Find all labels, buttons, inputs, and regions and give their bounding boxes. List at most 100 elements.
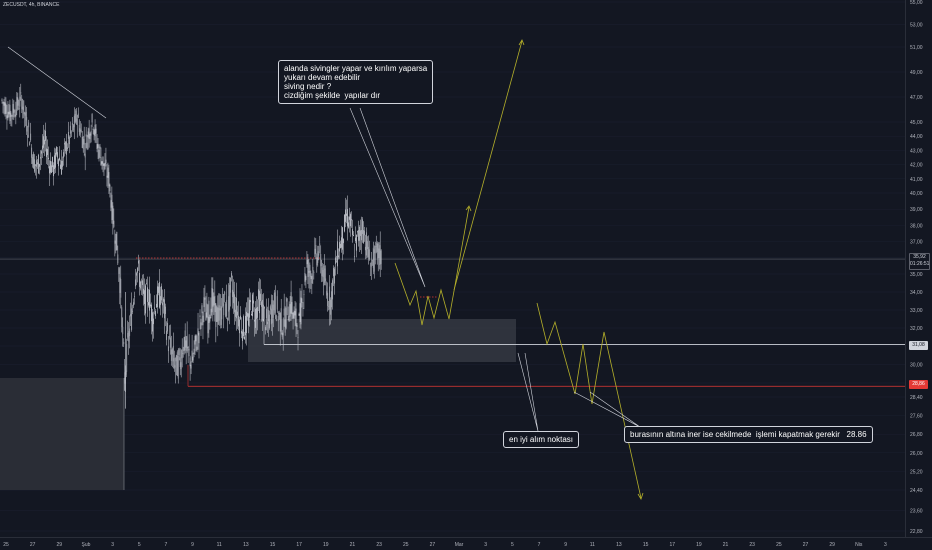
candle-body	[315, 244, 317, 254]
candle-body	[12, 104, 14, 117]
candle-body	[186, 336, 188, 351]
swing-annotation[interactable]: alanda sivingler yapar ve kırılım yapars…	[278, 60, 434, 104]
candle-body	[274, 292, 276, 313]
candle-body	[298, 314, 300, 316]
x-tick-label: 13	[243, 542, 249, 548]
candle-body	[317, 251, 319, 263]
x-tick-label: 7	[538, 542, 541, 548]
candle-body	[334, 268, 335, 284]
candle-body	[115, 233, 117, 251]
candle-body	[238, 315, 239, 327]
candle-body	[182, 353, 184, 354]
candle-body	[329, 286, 331, 310]
candle-body	[322, 270, 324, 278]
candle-body	[257, 306, 258, 318]
candle-body	[57, 152, 58, 158]
candle-body	[101, 161, 103, 164]
candle-body	[259, 290, 260, 314]
candle-body	[93, 130, 95, 136]
candle-body	[119, 277, 121, 293]
candle-body	[56, 147, 57, 155]
candle-body	[264, 306, 265, 309]
candle-body	[112, 205, 114, 225]
candle-body	[59, 157, 60, 160]
candle-body	[220, 306, 222, 325]
candle-body	[309, 264, 311, 277]
candle-body	[251, 314, 252, 316]
candle-body	[154, 307, 155, 309]
candle-body	[230, 277, 232, 293]
projection-arrowhead	[637, 492, 644, 500]
candle-body	[156, 303, 157, 308]
candle-body	[358, 230, 359, 241]
candle-body	[294, 311, 296, 316]
candle-body	[29, 142, 31, 146]
candle-body	[95, 128, 97, 134]
candle-body	[94, 124, 96, 137]
candle-body	[24, 112, 26, 116]
candle-body	[65, 142, 66, 151]
candle-body	[160, 296, 161, 305]
candle-body	[336, 261, 337, 263]
candle-body	[328, 306, 330, 307]
candle-body	[106, 175, 108, 178]
candle-body	[249, 299, 250, 318]
candle-body	[51, 165, 52, 173]
candle-body	[198, 332, 200, 344]
drop-projection	[536, 302, 642, 499]
x-tick-label: 19	[323, 542, 329, 548]
candle-body	[187, 347, 189, 349]
time-axis[interactable]: 25 27 29 Şub 3 5 7 9 11 13 15 17 19 21 23 25 27 Mar 3 5 7 9 11…	[0, 537, 932, 549]
candle-body	[332, 280, 334, 300]
candle-body	[254, 320, 255, 322]
candle-body	[354, 256, 355, 258]
candle-body	[297, 337, 299, 338]
candle-body	[206, 303, 208, 318]
candle-body	[20, 92, 22, 94]
candle-body	[124, 372, 126, 384]
symbol-title[interactable]: ZECUSDT, 4h, BINANCE	[3, 2, 60, 8]
x-tick-label: 25	[776, 542, 782, 548]
candle-body	[293, 310, 295, 319]
candle-body	[89, 133, 91, 140]
candle-body	[158, 286, 159, 293]
candle-body	[369, 274, 371, 276]
candle-body	[362, 219, 363, 234]
candle-body	[324, 268, 326, 283]
candle-body	[71, 123, 73, 125]
candle-body	[159, 281, 160, 308]
y-tick-label: 41,00	[910, 177, 923, 183]
best-entry-annotation[interactable]: en iyi alım noktası	[503, 431, 580, 448]
candle-body	[48, 157, 49, 160]
candle-body	[307, 259, 309, 277]
candle-body	[147, 287, 148, 302]
candle-body	[41, 151, 42, 154]
callout-pointer	[349, 107, 426, 288]
candle-body	[266, 321, 268, 325]
candle-body	[222, 293, 224, 307]
candle-body	[196, 346, 198, 351]
candle-body	[6, 115, 8, 118]
candle-body	[244, 336, 245, 339]
candle-body	[226, 299, 228, 317]
candle-body	[214, 295, 216, 313]
x-tick-label: 13	[616, 542, 622, 548]
candle-body	[260, 293, 261, 302]
y-tick-label: 38,00	[910, 223, 923, 229]
candle-body	[305, 276, 307, 281]
candle-body	[171, 349, 173, 355]
stop-loss-annotation[interactable]: burasının altına iner ise cekilmede işle…	[624, 426, 873, 443]
candle-body	[201, 305, 203, 314]
candle-body	[232, 289, 234, 298]
candle-body	[129, 328, 131, 337]
candle-body	[149, 289, 150, 311]
candle-body	[275, 315, 277, 321]
candle-body	[109, 184, 111, 192]
candle-body	[368, 249, 370, 260]
price-axis[interactable]: 55,00 53,00 51,00 49,00 47,00 45,00 44,00 43,00…	[905, 0, 923, 537]
candle-body	[163, 298, 164, 302]
candle-body	[210, 308, 212, 319]
x-tick-label: 25	[3, 542, 9, 548]
candle-body	[343, 239, 344, 244]
